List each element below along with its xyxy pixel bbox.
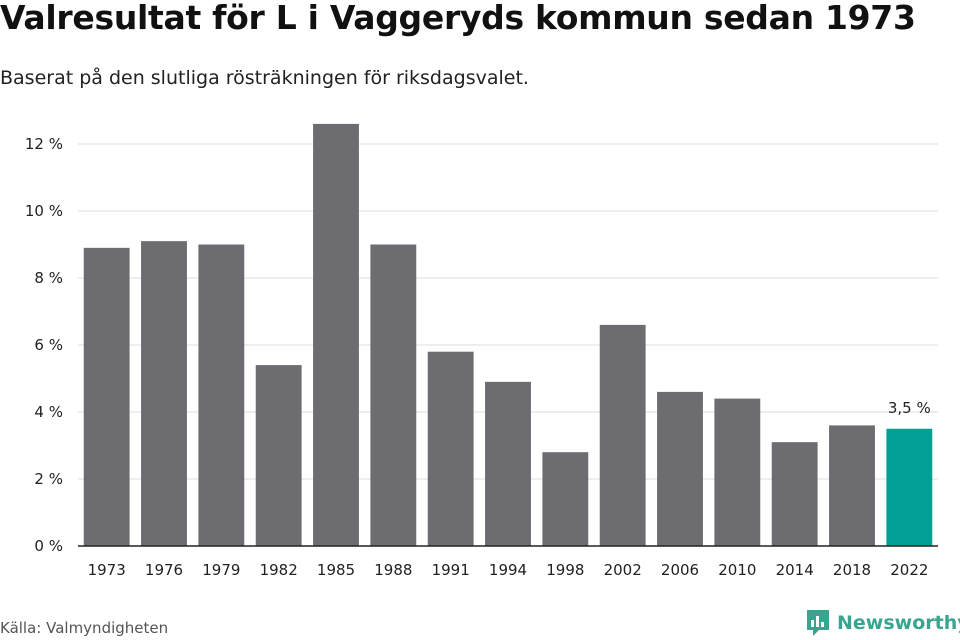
x-tick-label: 1982 <box>260 561 298 579</box>
bar-2010 <box>714 398 761 546</box>
x-tick-label: 2006 <box>661 561 699 579</box>
bar-1979 <box>198 244 245 546</box>
bar-2014 <box>771 442 818 546</box>
x-tick-label: 1988 <box>374 561 412 579</box>
x-tick-label: 2014 <box>776 561 814 579</box>
x-tick-label: 1973 <box>88 561 126 579</box>
newsworthy-logo-icon <box>807 610 829 636</box>
bar-2006 <box>657 391 703 546</box>
bar-1991 <box>427 351 474 546</box>
brand-logo[interactable]: Newsworthy <box>805 608 960 638</box>
bar-1994 <box>485 381 531 546</box>
y-tick-label: 8 % <box>34 269 63 287</box>
x-tick-label: 2010 <box>718 561 756 579</box>
x-tick-label: 2018 <box>833 561 871 579</box>
x-tick-label: 1998 <box>546 561 584 579</box>
y-tick-label: 10 % <box>25 202 63 220</box>
x-tick-label: 1991 <box>432 561 470 579</box>
bar-1998 <box>542 452 589 546</box>
x-tick-label: 2002 <box>604 561 642 579</box>
bar-2022 <box>886 428 933 546</box>
chart-subtitle: Baserat på den slutliga rösträkningen fö… <box>0 67 529 89</box>
y-tick-label: 0 % <box>34 537 63 555</box>
y-tick-label: 4 % <box>34 403 63 421</box>
chart-title: Valresultat för L i Vaggeryds kommun sed… <box>0 0 916 37</box>
x-tick-label: 1976 <box>145 561 183 579</box>
x-tick-label: 2022 <box>890 561 928 579</box>
y-tick-label: 12 % <box>25 135 63 153</box>
data-label: 3,5 % <box>888 399 931 417</box>
bar-2018 <box>829 425 875 546</box>
brand-name: Newsworthy <box>837 612 960 634</box>
bar-1985 <box>313 123 359 547</box>
bar-1988 <box>370 244 417 546</box>
y-tick-label: 6 % <box>34 336 63 354</box>
x-tick-label: 1979 <box>202 561 240 579</box>
bar-1982 <box>255 365 302 546</box>
y-tick-label: 2 % <box>34 470 63 488</box>
bar-2002 <box>599 324 646 546</box>
x-tick-label: 1994 <box>489 561 527 579</box>
bar-1973 <box>83 247 130 546</box>
x-tick-label: 1985 <box>317 561 355 579</box>
bar-1976 <box>141 241 187 546</box>
source-note: Källa: Valmyndigheten <box>0 619 169 637</box>
